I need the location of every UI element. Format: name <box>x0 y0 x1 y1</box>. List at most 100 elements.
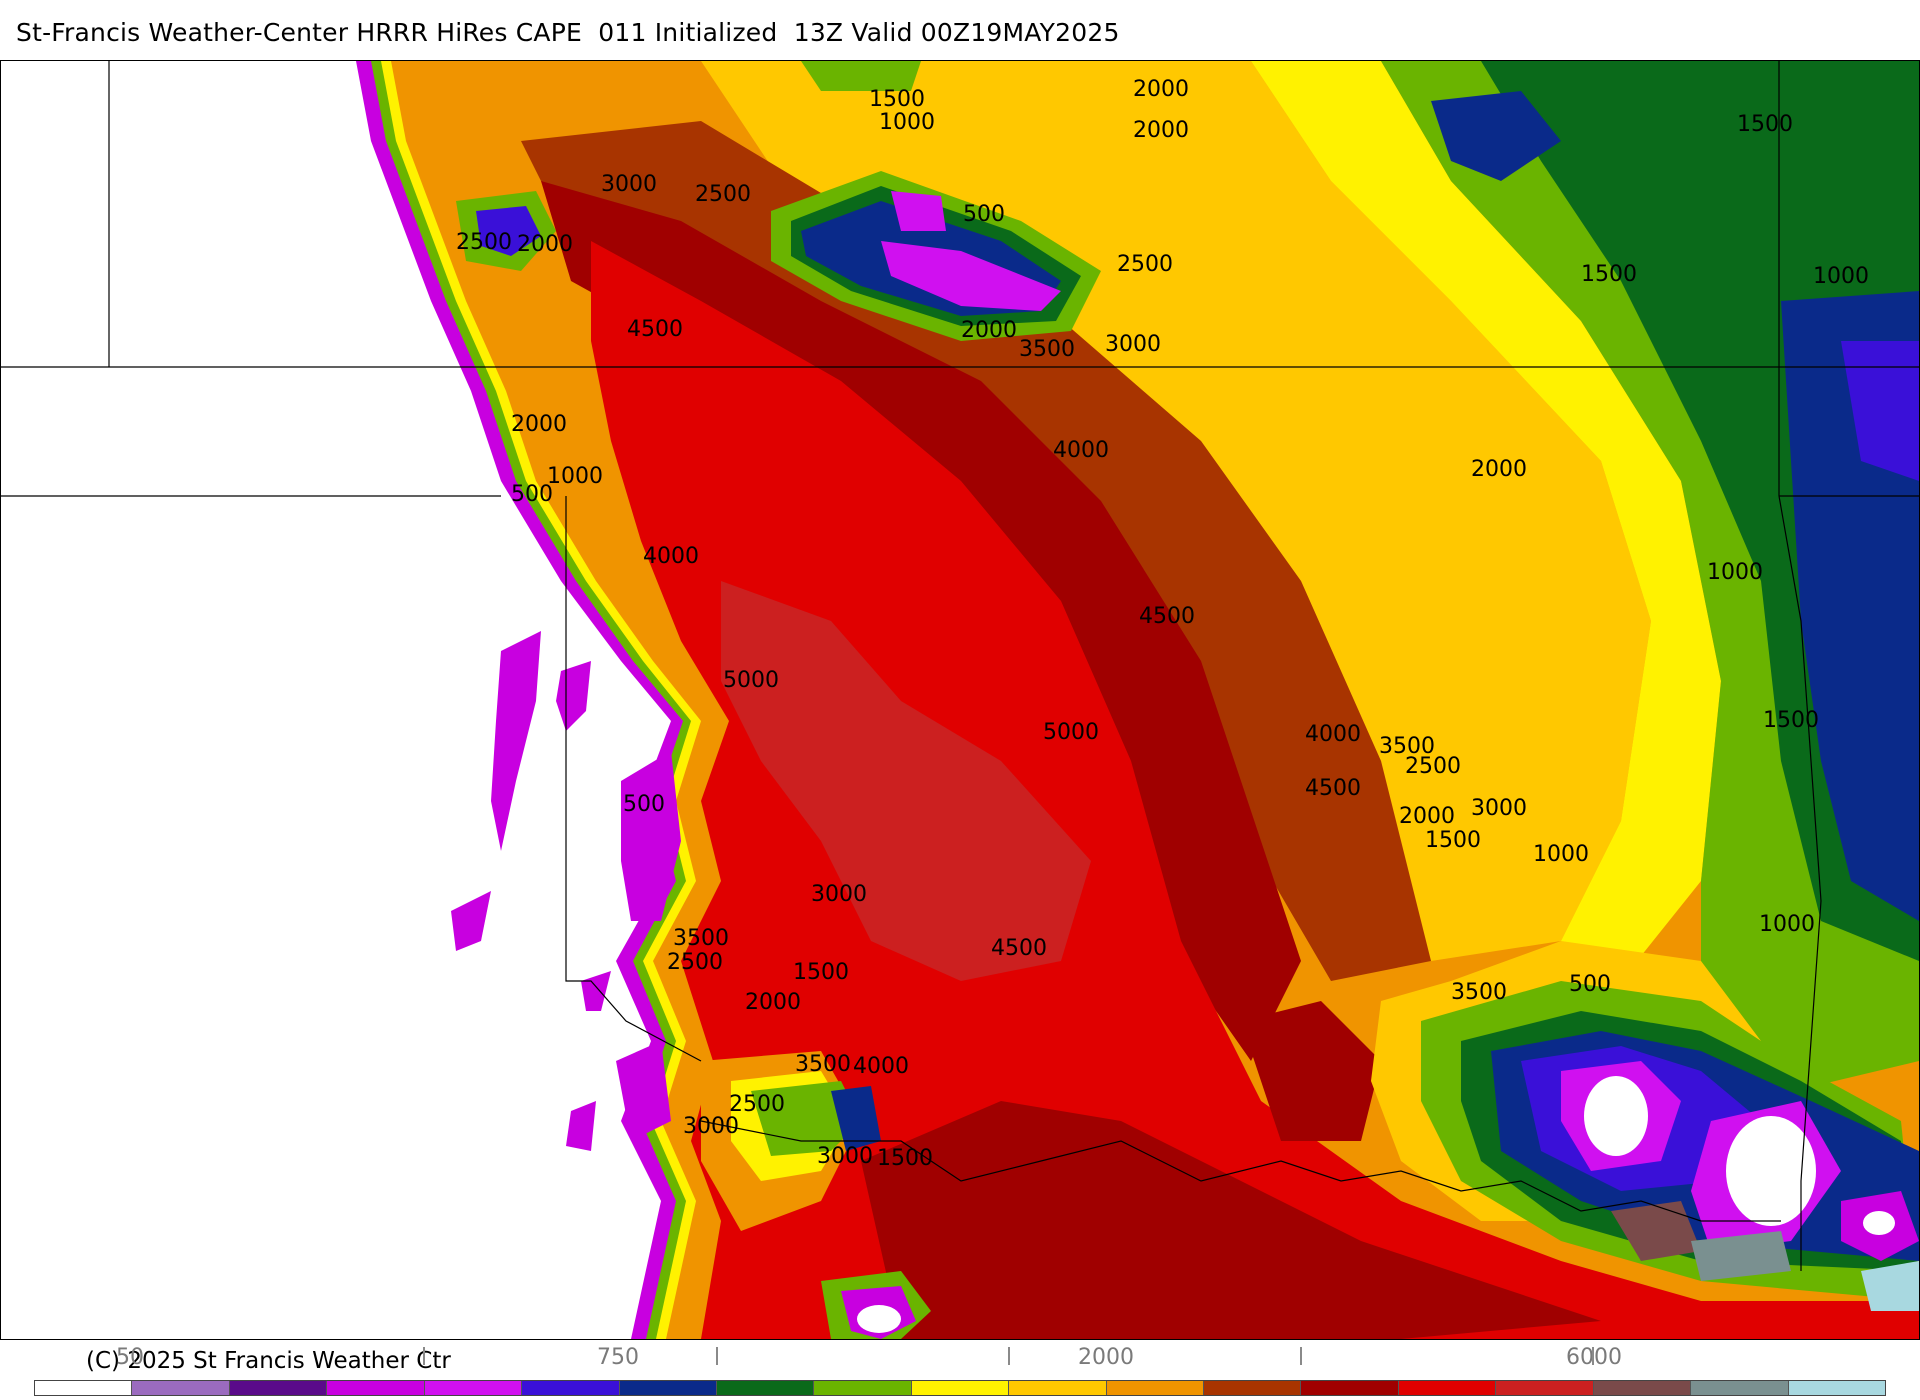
contour-label: 1500 <box>1425 828 1481 853</box>
fill-blue-ne <box>1841 341 1919 481</box>
contour-label: 4500 <box>991 936 1047 961</box>
cape-map-canvas: 1500 1000 2000 1500 500 2500 3000 2500 2… <box>1 61 1919 1339</box>
contour-label: 500 <box>623 792 665 817</box>
contour-label: 4000 <box>643 544 699 569</box>
fill-white-se3 <box>1863 1211 1895 1235</box>
colorbar-segment <box>619 1381 717 1395</box>
fill-yellow-ne <box>1251 61 1721 981</box>
contour-label: 2500 <box>695 182 751 207</box>
contour-label: 4000 <box>1053 438 1109 463</box>
colorbar-segment <box>522 1381 620 1395</box>
contour-label: 1500 <box>793 960 849 985</box>
boundary-line-6 <box>565 496 702 1062</box>
colorbar-segment <box>1496 1381 1594 1395</box>
colorbar-segment <box>424 1381 523 1395</box>
contour-label: 4500 <box>1139 604 1195 629</box>
contour-label: 500 <box>1569 972 1611 997</box>
fill-gray-se <box>1691 1231 1791 1281</box>
colorbar-tick <box>1300 1347 1302 1365</box>
contour-label: 1500 <box>1763 708 1819 733</box>
contour-labels: 1500 1000 2000 1500 500 2500 3000 2500 2… <box>456 77 1869 1171</box>
boundary-line-8 <box>700 1120 1781 1222</box>
colorbar-segment <box>1106 1381 1205 1395</box>
fill-magenta-coast2 <box>616 1041 671 1141</box>
map-title: St-Francis Weather-Center HRRR HiRes CAP… <box>16 18 1120 47</box>
contour-label: 2000 <box>1399 804 1455 829</box>
fill-white-se2 <box>1726 1116 1816 1226</box>
cape-fill-layers <box>1 61 1919 1339</box>
contour-label: 3000 <box>1105 332 1161 357</box>
contour-label: 2500 <box>1405 754 1461 779</box>
contour-label: 1500 <box>877 1146 933 1171</box>
contour-label: 2000 <box>517 232 573 257</box>
colorbar-tick <box>423 1347 425 1365</box>
fill-magenta-offshore1 <box>491 631 541 851</box>
cape-colorbar <box>34 1380 1886 1396</box>
colorbar-label: 2000 <box>1078 1345 1134 1370</box>
colorbar-tick <box>1008 1347 1010 1365</box>
fill-red-core <box>591 241 1919 1339</box>
contour-label: 1000 <box>1533 842 1589 867</box>
colorbar-segment <box>1691 1381 1789 1395</box>
colorbar-tick <box>716 1347 718 1365</box>
contour-label: 3500 <box>1451 980 1507 1005</box>
colorbar-label: 50 <box>116 1345 144 1370</box>
contour-label: 1000 <box>879 110 935 135</box>
contour-label: 500 <box>511 482 553 507</box>
contour-label: 4500 <box>627 317 683 342</box>
fill-lightblue-se <box>1861 1261 1919 1311</box>
contour-label: 1500 <box>1737 112 1793 137</box>
fill-navy-sw <box>831 1086 881 1151</box>
contour-label: 1500 <box>869 87 925 112</box>
contour-label: 500 <box>963 202 1005 227</box>
contour-label: 1000 <box>547 464 603 489</box>
colorbar-segment <box>1009 1381 1107 1395</box>
colorbar-segment <box>229 1381 328 1395</box>
fill-magenta-offshore4 <box>566 1101 596 1151</box>
colorbar-label: 6000 <box>1566 1345 1622 1370</box>
copyright-text: (C) 2025 St Francis Weather Ctr <box>86 1348 451 1374</box>
boundary-line-7 <box>1778 495 1822 1271</box>
fill-mauve-se <box>1611 1201 1701 1261</box>
contour-label: 3500 <box>795 1052 851 1077</box>
colorbar-segment <box>132 1381 230 1395</box>
contour-label: 2500 <box>667 950 723 975</box>
contour-label: 2000 <box>511 412 567 437</box>
contour-label: 2000 <box>745 990 801 1015</box>
contour-label: 1000 <box>1707 560 1763 585</box>
contour-label: 2500 <box>729 1092 785 1117</box>
fill-violet-nw <box>881 241 1061 311</box>
contour-label: 3000 <box>811 882 867 907</box>
fill-green-top <box>801 61 921 91</box>
contour-label: 3500 <box>673 926 729 951</box>
colorbar-label: 750 <box>597 1345 639 1370</box>
fill-navy-ne2 <box>1431 91 1561 181</box>
fill-violet-nw2 <box>891 191 946 231</box>
colorbar-segment <box>716 1381 815 1395</box>
contour-label: 1000 <box>1813 264 1869 289</box>
contour-label: 3500 <box>1379 734 1435 759</box>
colorbar-segment <box>1398 1381 1497 1395</box>
fill-magenta-offshore3 <box>451 891 491 951</box>
fill-maroon-south <box>861 1101 1601 1339</box>
contour-label: 3000 <box>601 172 657 197</box>
contour-label: 5000 <box>1043 720 1099 745</box>
fill-white-se <box>1584 1076 1648 1156</box>
fill-magenta-coast <box>621 751 681 921</box>
contour-label: 2500 <box>456 230 512 255</box>
colorbar-segment <box>35 1381 133 1395</box>
colorbar-tick <box>1592 1347 1594 1365</box>
contour-label: 4000 <box>853 1054 909 1079</box>
boundaries <box>1 61 1919 1271</box>
colorbar-segment <box>814 1381 912 1395</box>
contour-label: 3000 <box>683 1114 739 1139</box>
contour-label: 3000 <box>817 1144 873 1169</box>
contour-label: 2000 <box>1133 77 1189 102</box>
colorbar-segment <box>327 1381 425 1395</box>
contour-label: 2500 <box>1117 252 1173 277</box>
colorbar-segment <box>1788 1381 1886 1395</box>
contour-label: 2000 <box>1133 118 1189 143</box>
fill-maroon-south2 <box>1241 1001 1381 1141</box>
contour-label: 3000 <box>1471 796 1527 821</box>
colorbar-segment <box>911 1381 1010 1395</box>
